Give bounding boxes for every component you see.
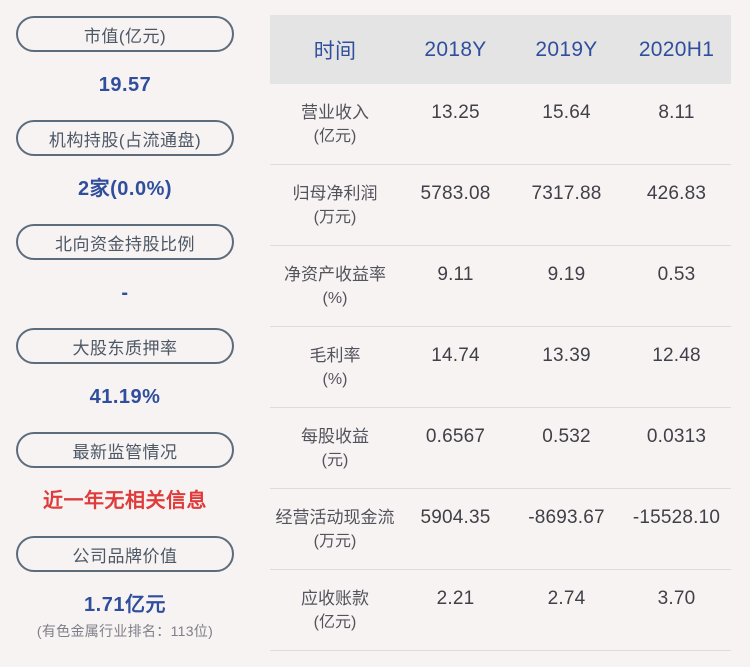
stat-pill-label: 公司品牌价值 (72, 546, 178, 566)
value-2018y: 5904.35 (420, 507, 491, 528)
table-row: 归母净利润 (万元) 5783.08 7317.88 426.83 (270, 165, 731, 246)
table-header-2018y: 2018Y (424, 37, 487, 61)
row-metric: 经营活动现金流 (万元) (270, 506, 400, 553)
stat-value: 1.71亿元 (84, 594, 166, 616)
stat-pill-button[interactable]: 公司品牌价值 (16, 536, 234, 572)
table-header-row: 时间 2018Y 2019Y 2020H1 (270, 15, 731, 84)
stat-pill-button[interactable]: 机构持股(占流通盘) (16, 120, 234, 156)
stat-value: 41.19% (89, 386, 161, 408)
sidebar-stats: 市值(亿元) 19.57 机构持股(占流通盘) 2家(0.0%) 北向资金持股比… (16, 16, 234, 641)
stat-pill-label: 最新监管情况 (72, 442, 178, 462)
value-2018y: 9.11 (437, 264, 474, 285)
value-2020h1: 426.83 (646, 183, 707, 204)
value-2020h1: 12.48 (652, 345, 701, 366)
financial-table: 时间 2018Y 2019Y 2020H1 营业收入 (亿元) 13.25 15… (270, 15, 731, 651)
stat-value: 近一年无相关信息 (43, 490, 207, 512)
value-2018y: 2.21 (436, 588, 475, 609)
row-metric: 营业收入 (亿元) (270, 101, 400, 148)
stat-pill-button[interactable]: 市值(亿元) (16, 16, 234, 52)
metric-unit: (%) (322, 290, 348, 307)
metric-name: 每股收益 (301, 427, 369, 446)
stat-pill-label: 大股东质押率 (72, 338, 178, 358)
table-row: 经营活动现金流 (万元) 5904.35 -8693.67 -15528.10 (270, 489, 731, 570)
sidebar-stat: 最新监管情况 近一年无相关信息 (16, 432, 234, 536)
value-2019y: 7317.88 (531, 183, 602, 204)
table-body: 营业收入 (亿元) 13.25 15.64 8.11 归母净利润 (万元) 57… (270, 84, 731, 651)
metric-unit: (%) (322, 371, 348, 388)
metric-unit: (万元) (313, 209, 357, 226)
sidebar-stat: 大股东质押率 41.19% (16, 328, 234, 432)
stat-pill-button[interactable]: 最新监管情况 (16, 432, 234, 468)
metric-name: 归母净利润 (292, 184, 378, 203)
value-2019y: 2.74 (547, 588, 586, 609)
row-metric: 毛利率 (%) (270, 344, 400, 391)
value-2018y: 14.74 (431, 345, 480, 366)
stat-value: - (121, 282, 129, 304)
table-row: 毛利率 (%) 14.74 13.39 12.48 (270, 327, 731, 408)
metric-unit: (万元) (313, 533, 357, 550)
metric-name: 应收账款 (301, 589, 369, 608)
table-header-time: 时间 (313, 39, 357, 63)
value-2018y: 5783.08 (420, 183, 491, 204)
value-2020h1: 0.0313 (646, 426, 707, 447)
value-2018y: 0.6567 (425, 426, 486, 447)
stat-pill-label: 市值(亿元) (83, 26, 167, 46)
table-header-2019y: 2019Y (535, 37, 598, 61)
row-metric: 应收账款 (亿元) (270, 587, 400, 634)
stat-pill-label: 北向资金持股比例 (55, 234, 195, 254)
metric-name: 净资产收益率 (284, 265, 386, 284)
table-row: 净资产收益率 (%) 9.11 9.19 0.53 (270, 246, 731, 327)
stat-pill-button[interactable]: 大股东质押率 (16, 328, 234, 364)
value-2019y: 15.64 (542, 102, 591, 123)
stat-pill-label: 机构持股(占流通盘) (48, 130, 202, 150)
stat-value: 19.57 (98, 74, 152, 96)
sidebar-stat: 北向资金持股比例 - (16, 224, 234, 328)
table-row: 应收账款 (亿元) 2.21 2.74 3.70 (270, 570, 731, 651)
sidebar-stat: 机构持股(占流通盘) 2家(0.0%) (16, 120, 234, 224)
metric-name: 经营活动现金流 (275, 508, 395, 527)
metric-name: 营业收入 (301, 103, 369, 122)
table-row: 营业收入 (亿元) 13.25 15.64 8.11 (270, 84, 731, 165)
table-row: 每股收益 (元) 0.6567 0.532 0.0313 (270, 408, 731, 489)
stat-value: 2家(0.0%) (77, 178, 173, 200)
metric-unit: (亿元) (313, 614, 357, 631)
row-metric: 每股收益 (元) (270, 425, 400, 472)
sidebar-stat: 市值(亿元) 19.57 (16, 16, 234, 120)
metric-name: 毛利率 (309, 346, 361, 365)
value-2020h1: 8.11 (658, 102, 695, 123)
row-metric: 净资产收益率 (%) (270, 263, 400, 310)
value-2020h1: -15528.10 (632, 507, 721, 528)
stat-subtext: (有色金属行业排名：113位) (36, 623, 214, 639)
value-2019y: 9.19 (547, 264, 586, 285)
value-2020h1: 3.70 (657, 588, 696, 609)
value-2019y: 13.39 (542, 345, 591, 366)
row-metric: 归母净利润 (万元) (270, 182, 400, 229)
stat-pill-button[interactable]: 北向资金持股比例 (16, 224, 234, 260)
value-2020h1: 0.53 (657, 264, 696, 285)
sidebar-stat: 公司品牌价值 1.71亿元 (有色金属行业排名：113位) (16, 536, 234, 641)
value-2019y: -8693.67 (528, 507, 605, 528)
metric-unit: (亿元) (313, 128, 357, 145)
metric-unit: (元) (321, 452, 349, 469)
value-2019y: 0.532 (542, 426, 591, 447)
table-header-2020h1: 2020H1 (638, 37, 715, 61)
value-2018y: 13.25 (431, 102, 480, 123)
